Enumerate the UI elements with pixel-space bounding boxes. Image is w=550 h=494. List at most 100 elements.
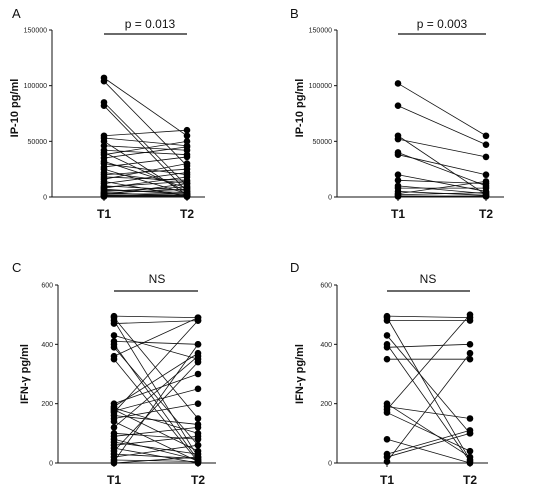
panel-a-pair-line (103, 194, 188, 197)
panel-d-y-tick-label: 600 (320, 283, 332, 290)
panel-c-y-tick-label: 200 (41, 401, 53, 408)
panel-d-point-t2 (466, 311, 474, 318)
panel-d-pair-line (386, 343, 471, 348)
panel-b-pair-line (397, 154, 487, 176)
panel-c-pair-line (113, 355, 199, 428)
panel-a-point-t1 (100, 193, 108, 200)
panel-c-point-t2 (194, 453, 202, 461)
panel-a-point-t2 (183, 143, 191, 151)
panel-a-pair-line (103, 172, 188, 185)
panel-d-pair-line (386, 317, 471, 461)
panel-c-category-label: T2 (191, 473, 205, 487)
panel-b-point-t1 (394, 193, 402, 200)
panel-b-pair-line (397, 185, 487, 195)
panel-d-point-t1 (383, 344, 391, 351)
panel-c-point-t1 (110, 424, 118, 431)
panel-c-pair-line (113, 441, 199, 455)
panel-d-point-t2 (466, 341, 474, 348)
panel-b-pair-line (397, 138, 487, 158)
panel-d-pair-line (386, 335, 471, 434)
panel-a-point-t2 (183, 192, 191, 200)
panel-d-y-tick-label: 400 (320, 342, 332, 349)
panel-b-point-t1 (394, 151, 402, 158)
panel-c-point-t2 (194, 424, 202, 431)
panel-b-y-tick-label: 50000 (313, 139, 333, 146)
panel-c-pair-line (113, 358, 199, 462)
panel-c-pair-line (113, 388, 199, 412)
panel-a-pair-line (103, 80, 188, 167)
panel-b-point-t1 (394, 171, 402, 179)
panel-d-pair-line (386, 412, 471, 452)
panel-c-point-t2 (194, 358, 202, 366)
panel-c-pair-line (113, 344, 199, 462)
panel-b-y-tick-label: 150000 (309, 28, 332, 35)
panel-b-point-t1 (394, 80, 402, 87)
panel-b-pair-line (397, 105, 487, 146)
panel-c-pair-line (113, 447, 199, 464)
panel-c-pair-line (113, 407, 199, 434)
panel-a-y-tick-label: 0 (43, 195, 47, 202)
panel-d-point-t1 (383, 317, 391, 324)
panel-c-point-t2 (194, 317, 202, 324)
panel-a-pair-line (103, 176, 188, 181)
panel-c-letter: C (12, 260, 21, 275)
panel-d-pair-line (386, 429, 471, 455)
panel-c-pair-line (113, 317, 199, 357)
panel-a-y-tick-label: 100000 (24, 83, 47, 90)
panel-b-point-t1 (394, 135, 402, 143)
panel-b-point-t2 (482, 132, 490, 140)
panel-b-point-t2 (482, 141, 490, 148)
panel-a-pair-line (103, 102, 188, 187)
panel-d-pair-line (386, 432, 471, 458)
panel-d-pair-line (386, 344, 471, 462)
panel-a-pair-line (103, 176, 188, 189)
panel-a-point-t2 (183, 138, 191, 145)
panel-d-pair-line (386, 314, 471, 410)
panel-c-pair-line (113, 317, 199, 419)
panel-a-point-t2 (183, 126, 191, 134)
panel-c-point-t2 (194, 352, 202, 360)
panel-d-point-t2 (466, 453, 474, 461)
panel-a-point-t2 (183, 132, 191, 140)
panel-d-letter: D (290, 260, 299, 275)
panel-d-point-t2 (466, 355, 474, 363)
panel-b-point-t1 (394, 177, 402, 184)
panel-a-significance: p = 0.013 (125, 17, 176, 31)
panel-d-point-t1 (383, 458, 391, 465)
panel-d-significance: NS (420, 272, 437, 286)
panel-d-point-t1 (383, 355, 391, 363)
panel-a-pair-line (103, 105, 188, 192)
panel-a-pair-line (103, 156, 188, 168)
panel-c-point-t2 (194, 400, 202, 407)
panel-a-y-title: IP-10 pg/ml (9, 79, 21, 138)
panel-b: B IP-10 pg/ml p = 0.003 0 50000 100000 1500… (290, 6, 504, 221)
panel-c-point-t1 (110, 355, 118, 363)
panel-d-pair-line (386, 438, 471, 464)
panel-c-pair-line (113, 435, 199, 446)
panel-d-pair-line (386, 403, 471, 458)
panel-b-y-title: IP-10 pg/ml (294, 79, 306, 138)
panel-b-y-tick-label: 100000 (309, 83, 332, 90)
panel-b-category-label: T1 (391, 207, 405, 221)
panel-c: C IFN-γ pg/ml NS 0 200 400 600 T1 T2 (12, 260, 216, 487)
panel-d-y-tick-label: 200 (320, 401, 332, 408)
panel-d-y-tick-label: 0 (328, 461, 332, 468)
panel-b-point-t2 (482, 178, 490, 185)
panel-c-pair-line (113, 373, 199, 405)
panel-a: A IP-10 pg/ml p = 0.013 0 50000 100000 1500… (9, 6, 205, 221)
panel-b-point-t2 (482, 153, 490, 161)
panel-d-point-t2 (466, 447, 474, 455)
panel-d-y-title: IFN-γ pg/ml (294, 344, 306, 404)
panel-d: D IFN-γ pg/ml NS 0 200 400 600 T1 T2 (290, 260, 488, 487)
panel-c-pair-line (113, 415, 199, 425)
panel-d-point-t2 (466, 430, 474, 437)
panel-a-letter: A (12, 6, 21, 21)
panel-a-category-label: T1 (97, 207, 111, 221)
panel-c-category-label: T1 (107, 473, 121, 487)
panel-c-pair-line (113, 409, 199, 452)
panel-a-pair-line (103, 168, 188, 176)
panel-c-y-tick-label: 400 (41, 342, 53, 349)
panel-c-point-t2 (194, 415, 202, 422)
panel-c-pair-line (113, 335, 199, 360)
panel-a-pair-line (103, 163, 188, 180)
